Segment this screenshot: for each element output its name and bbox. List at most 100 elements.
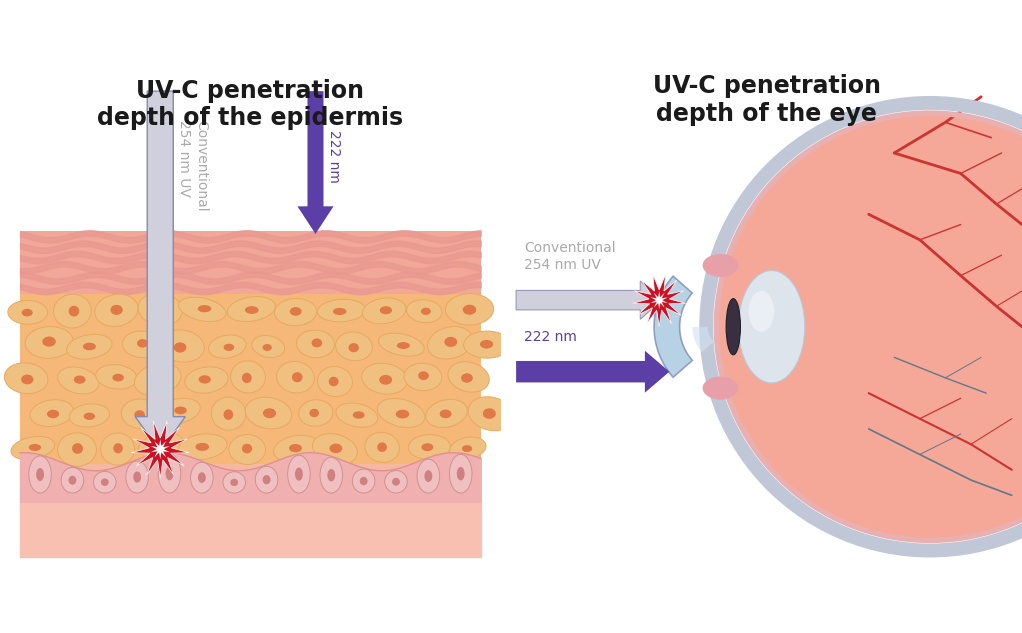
- Ellipse shape: [318, 299, 366, 322]
- Ellipse shape: [242, 444, 252, 453]
- Ellipse shape: [42, 337, 56, 347]
- Polygon shape: [20, 294, 480, 464]
- Ellipse shape: [424, 470, 432, 482]
- Polygon shape: [20, 232, 480, 557]
- Ellipse shape: [101, 479, 108, 486]
- Polygon shape: [516, 351, 669, 392]
- Ellipse shape: [295, 468, 303, 480]
- Ellipse shape: [26, 327, 74, 358]
- Ellipse shape: [96, 365, 137, 389]
- Text: UV-C penetration
depth of the eye: UV-C penetration depth of the eye: [652, 74, 881, 125]
- Ellipse shape: [448, 362, 490, 392]
- Ellipse shape: [263, 475, 271, 484]
- Ellipse shape: [152, 304, 165, 314]
- Ellipse shape: [327, 469, 335, 482]
- Ellipse shape: [68, 306, 80, 316]
- Circle shape: [715, 112, 1022, 541]
- Ellipse shape: [362, 363, 408, 394]
- Ellipse shape: [292, 372, 303, 382]
- Ellipse shape: [290, 307, 301, 316]
- Ellipse shape: [166, 467, 174, 480]
- Ellipse shape: [480, 340, 494, 349]
- Ellipse shape: [450, 437, 486, 459]
- Ellipse shape: [450, 454, 472, 493]
- Polygon shape: [633, 274, 686, 327]
- Ellipse shape: [47, 410, 59, 418]
- Ellipse shape: [122, 399, 159, 429]
- Ellipse shape: [84, 413, 95, 420]
- Ellipse shape: [74, 375, 86, 384]
- Ellipse shape: [287, 455, 311, 493]
- Ellipse shape: [482, 408, 496, 419]
- Ellipse shape: [66, 334, 112, 359]
- Ellipse shape: [101, 433, 135, 465]
- Text: Conventional
254 nm UV: Conventional 254 nm UV: [177, 120, 208, 212]
- Ellipse shape: [110, 305, 123, 315]
- Ellipse shape: [313, 434, 358, 465]
- Ellipse shape: [365, 432, 400, 462]
- Ellipse shape: [224, 344, 234, 351]
- Ellipse shape: [29, 444, 41, 451]
- Ellipse shape: [296, 330, 334, 358]
- Ellipse shape: [229, 435, 266, 465]
- Ellipse shape: [83, 342, 96, 350]
- Ellipse shape: [185, 367, 228, 393]
- Ellipse shape: [21, 309, 33, 316]
- Ellipse shape: [418, 372, 429, 380]
- Polygon shape: [135, 91, 185, 452]
- Ellipse shape: [224, 410, 233, 420]
- Ellipse shape: [407, 300, 443, 323]
- Ellipse shape: [409, 435, 451, 460]
- Ellipse shape: [242, 373, 251, 383]
- Ellipse shape: [159, 330, 204, 362]
- Ellipse shape: [384, 470, 408, 493]
- Ellipse shape: [457, 467, 465, 480]
- Ellipse shape: [703, 377, 738, 399]
- Ellipse shape: [93, 472, 117, 493]
- Ellipse shape: [69, 404, 109, 427]
- Ellipse shape: [153, 373, 167, 383]
- Ellipse shape: [404, 363, 442, 391]
- Ellipse shape: [227, 297, 275, 322]
- Ellipse shape: [333, 308, 346, 315]
- Ellipse shape: [353, 469, 375, 493]
- Ellipse shape: [417, 459, 439, 493]
- Polygon shape: [693, 327, 713, 352]
- Ellipse shape: [263, 344, 272, 351]
- Ellipse shape: [298, 400, 333, 426]
- Ellipse shape: [310, 409, 319, 417]
- Ellipse shape: [8, 301, 48, 324]
- Ellipse shape: [703, 254, 738, 277]
- Ellipse shape: [439, 410, 452, 418]
- Ellipse shape: [154, 442, 167, 450]
- Ellipse shape: [360, 477, 368, 486]
- Ellipse shape: [138, 293, 182, 326]
- Ellipse shape: [123, 331, 161, 358]
- Ellipse shape: [738, 270, 805, 383]
- Ellipse shape: [36, 468, 44, 481]
- Polygon shape: [650, 291, 668, 310]
- Ellipse shape: [726, 299, 740, 355]
- Ellipse shape: [198, 375, 211, 384]
- Ellipse shape: [464, 331, 511, 358]
- Ellipse shape: [11, 437, 54, 460]
- Ellipse shape: [133, 472, 141, 482]
- Ellipse shape: [378, 333, 424, 356]
- Polygon shape: [297, 91, 333, 234]
- Ellipse shape: [126, 461, 148, 493]
- Ellipse shape: [137, 339, 148, 348]
- Ellipse shape: [29, 456, 51, 493]
- Ellipse shape: [277, 361, 315, 393]
- Ellipse shape: [396, 410, 409, 418]
- Text: Conventional
254 nm UV: Conventional 254 nm UV: [524, 241, 615, 272]
- Polygon shape: [132, 421, 189, 479]
- Polygon shape: [516, 281, 662, 319]
- Ellipse shape: [421, 308, 431, 315]
- Ellipse shape: [380, 306, 392, 314]
- Ellipse shape: [53, 294, 91, 328]
- Ellipse shape: [392, 478, 400, 486]
- Ellipse shape: [158, 454, 181, 493]
- Ellipse shape: [320, 457, 342, 493]
- Polygon shape: [150, 439, 170, 459]
- Ellipse shape: [421, 443, 433, 451]
